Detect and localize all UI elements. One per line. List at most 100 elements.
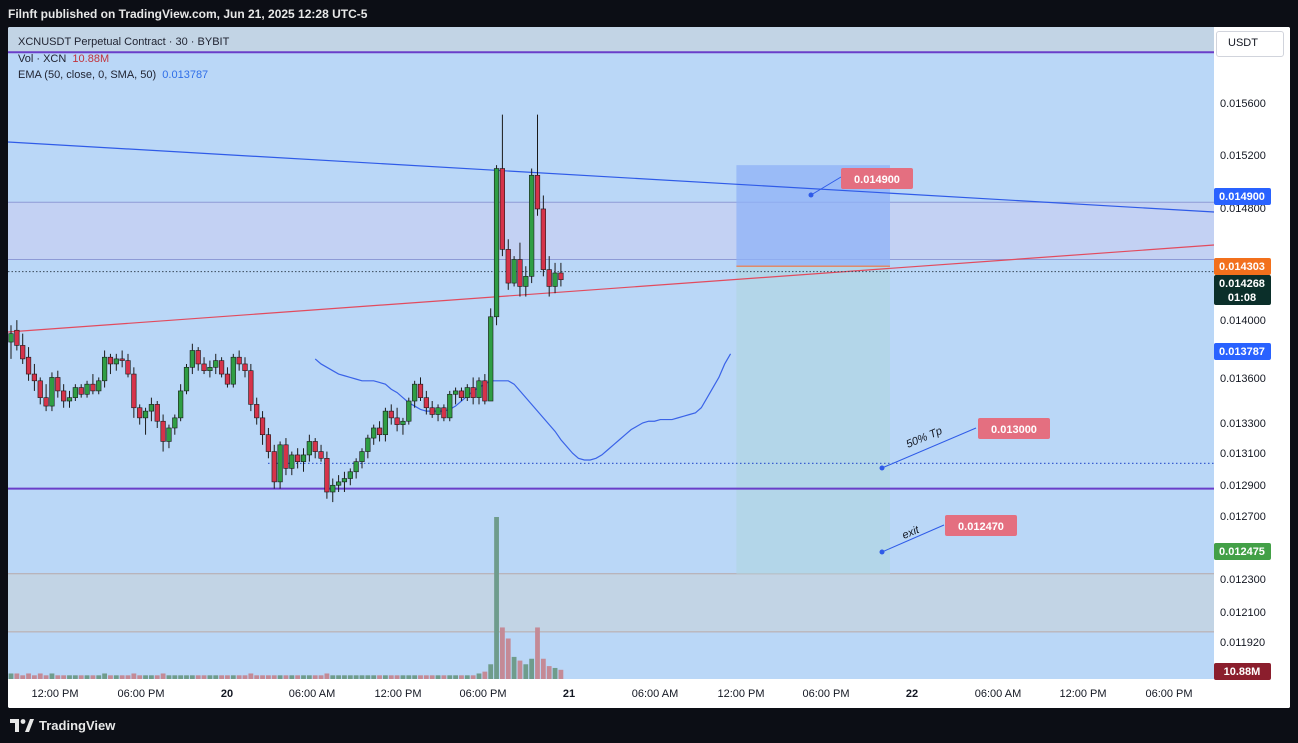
candle-body <box>447 393 453 419</box>
volume-bar <box>295 675 301 679</box>
candle-body <box>242 363 248 371</box>
volume-bar <box>72 675 78 679</box>
volume-bar <box>266 675 271 679</box>
tp-callout-text: 0.013000 <box>991 424 1037 436</box>
volume-bar <box>301 675 306 679</box>
plot-background[interactable] <box>8 27 1214 679</box>
open-position-price-badge[interactable] <box>1214 258 1271 275</box>
footer-brand: TradingView <box>39 718 116 733</box>
candle-body <box>166 427 172 442</box>
volume-bar <box>230 675 236 679</box>
time-tick: 12:00 PM <box>31 688 78 700</box>
candle-body <box>20 345 26 360</box>
volume-bar <box>125 675 131 679</box>
candle-body <box>102 356 108 382</box>
tradingview-logo[interactable]: TradingView <box>10 718 115 733</box>
symbol-line[interactable]: XCNUSDT Perpetual Contract · 30 · BYBIT <box>18 36 230 48</box>
volume-bar <box>371 675 377 679</box>
volume-bar <box>470 675 476 679</box>
candle-body <box>160 420 166 442</box>
stop-price-badge[interactable] <box>1214 543 1271 560</box>
exit-callout-box[interactable] <box>945 515 1017 536</box>
candle-body <box>376 427 383 436</box>
time-tick: 06:00 PM <box>802 688 849 700</box>
price-axis-background[interactable] <box>1214 27 1290 708</box>
last-price-badge[interactable] <box>1214 275 1271 305</box>
last-price-text: 0.014268 <box>1219 278 1265 290</box>
candle-body <box>66 397 73 402</box>
exit-callout-leader <box>881 524 945 553</box>
candle-body <box>365 437 371 452</box>
volume-layer <box>8 517 564 679</box>
volume-bar <box>102 673 107 679</box>
time-tick: 06:00 AM <box>975 688 1021 700</box>
time-tick: 06:00 AM <box>632 688 678 700</box>
chart-frame[interactable]: 0.014900 0.013000 50% Tp 0.012470 exit 0.015… <box>8 27 1290 708</box>
price-tick: 0.012900 <box>1220 480 1266 492</box>
lines-layer <box>8 141 1215 464</box>
volume-bar <box>429 675 435 679</box>
volume-bar <box>78 675 84 679</box>
volume-bar <box>96 675 102 679</box>
volume-value-badge[interactable] <box>1214 663 1271 680</box>
upper-gray-zone <box>8 27 1214 53</box>
volume-bar <box>32 675 37 679</box>
candle-body <box>43 397 49 407</box>
candle-body <box>382 410 389 436</box>
volume-bar <box>49 673 55 679</box>
volume-bar <box>20 675 26 679</box>
ema-price-text: 0.013787 <box>1219 346 1265 358</box>
candle-body <box>201 363 207 371</box>
ema-legend[interactable]: EMA (50, close, 0, SMA, 50) 0.013787 <box>18 67 229 84</box>
candle-body <box>230 356 236 385</box>
candle-body <box>78 387 84 395</box>
candle-body <box>14 329 20 346</box>
volume-bar <box>195 675 201 679</box>
volume-bar <box>184 675 189 679</box>
candle-body <box>534 174 541 210</box>
volume-bar <box>453 675 458 679</box>
candle-body <box>470 387 476 398</box>
candle-body <box>476 380 482 398</box>
open-position-price-text: 0.014303 <box>1219 261 1265 273</box>
tradingview-logo-icon <box>10 718 34 732</box>
exit-anchor-dot <box>879 549 885 555</box>
price-tick: 0.013100 <box>1220 448 1266 460</box>
time-tick: 21 <box>563 688 575 700</box>
target-price-badge[interactable] <box>1214 188 1271 205</box>
tp-callout-box[interactable] <box>978 418 1050 439</box>
candle-body <box>417 383 424 398</box>
volume-bar <box>383 675 388 679</box>
volume-legend[interactable]: Vol · XCN 10.88M <box>18 51 229 68</box>
volume-bar <box>306 675 312 679</box>
candle-body <box>423 397 429 409</box>
candle-body <box>219 360 225 375</box>
volume-bar <box>55 675 61 679</box>
time-axis-background[interactable] <box>8 679 1214 708</box>
ema-price-badge[interactable] <box>1214 343 1271 360</box>
candle-body <box>511 259 517 284</box>
volume-bar <box>342 675 347 679</box>
currency-unit-button[interactable]: USDT <box>1216 31 1284 57</box>
time-tick: 12:00 PM <box>1059 688 1106 700</box>
volume-bar <box>511 656 517 679</box>
candle-body <box>452 390 459 395</box>
candle-body <box>300 454 307 462</box>
candle-body <box>49 377 55 407</box>
target-price-text: 0.014900 <box>1219 191 1265 203</box>
target-callout-box[interactable] <box>841 168 913 189</box>
candle-body <box>552 272 558 287</box>
volume-bar <box>260 675 265 679</box>
candle-body <box>178 390 184 419</box>
price-tick: 0.012700 <box>1220 511 1266 523</box>
volume-bar <box>84 675 90 679</box>
candle-body <box>137 407 143 419</box>
candle-body <box>236 356 242 365</box>
volume-bar <box>505 638 511 679</box>
volume-bar <box>558 669 564 679</box>
candle-body <box>31 373 38 382</box>
candle-body <box>84 383 90 395</box>
volume-bar <box>546 666 552 679</box>
candle-body <box>505 249 511 284</box>
